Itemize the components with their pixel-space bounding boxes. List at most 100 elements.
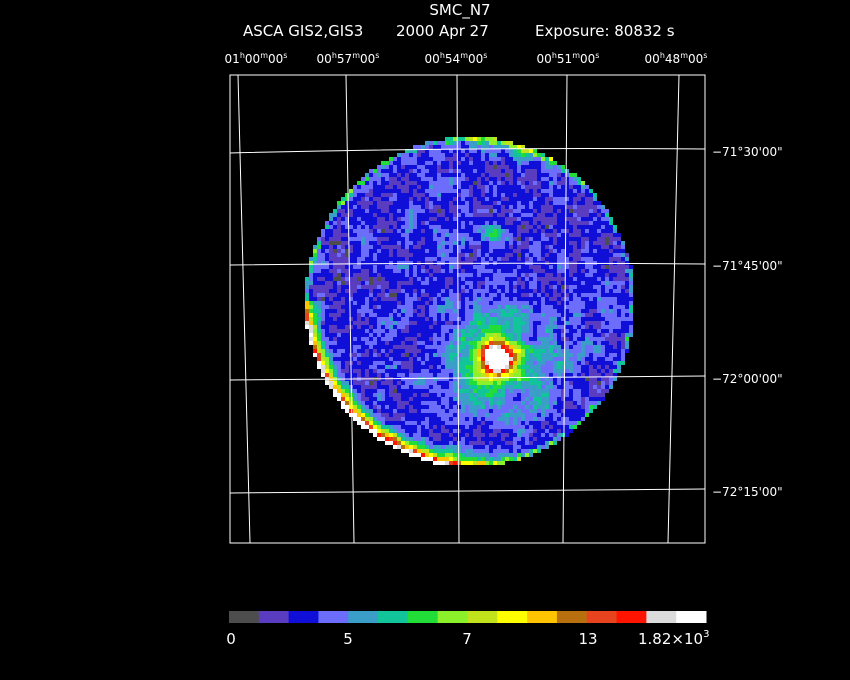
image-pixel (605, 309, 609, 313)
image-pixel (469, 161, 473, 165)
image-pixel (357, 253, 361, 257)
image-pixel (421, 297, 425, 301)
image-pixel (541, 349, 545, 353)
image-pixel (537, 189, 541, 193)
image-pixel (413, 385, 417, 389)
image-pixel (597, 277, 601, 281)
image-pixel (429, 317, 433, 321)
image-pixel (477, 173, 481, 177)
image-pixel (489, 257, 493, 261)
image-pixel (377, 325, 381, 329)
image-pixel (561, 309, 565, 313)
image-pixel (577, 217, 581, 221)
image-pixel (529, 249, 533, 253)
image-pixel (401, 157, 405, 161)
image-pixel (509, 341, 513, 345)
image-pixel (389, 345, 393, 349)
image-pixel (621, 349, 625, 353)
image-pixel (565, 197, 569, 201)
image-pixel (465, 157, 469, 161)
image-pixel (521, 145, 525, 149)
image-pixel (381, 417, 385, 421)
image-pixel (365, 289, 369, 293)
image-pixel (465, 201, 469, 205)
image-pixel (341, 217, 345, 221)
image-pixel (517, 241, 521, 245)
image-pixel (309, 333, 313, 337)
image-pixel (505, 213, 509, 217)
image-pixel (525, 397, 529, 401)
image-pixel (529, 293, 533, 297)
image-pixel (505, 293, 509, 297)
image-pixel (405, 321, 409, 325)
image-pixel (537, 205, 541, 209)
image-pixel (437, 165, 441, 169)
ra-label: 00h57m00s (317, 51, 380, 66)
image-pixel (441, 265, 445, 269)
image-pixel (365, 417, 369, 421)
image-pixel (485, 257, 489, 261)
image-pixel (401, 273, 405, 277)
image-pixel (421, 357, 425, 361)
image-pixel (373, 177, 377, 181)
image-pixel (365, 353, 369, 357)
image-pixel (369, 325, 373, 329)
image-pixel (417, 333, 421, 337)
image-pixel (377, 177, 381, 181)
image-pixel (497, 305, 501, 309)
image-pixel (473, 233, 477, 237)
image-pixel (425, 409, 429, 413)
image-pixel (341, 333, 345, 337)
image-pixel (369, 285, 373, 289)
image-pixel (509, 393, 513, 397)
image-pixel (377, 329, 381, 333)
image-pixel (541, 373, 545, 377)
image-pixel (373, 229, 377, 233)
image-pixel (553, 249, 557, 253)
image-pixel (369, 317, 373, 321)
image-pixel (597, 381, 601, 385)
image-pixel (477, 373, 481, 377)
image-pixel (557, 353, 561, 357)
image-pixel (549, 401, 553, 405)
image-pixel (541, 369, 545, 373)
image-pixel (357, 309, 361, 313)
image-pixel (533, 253, 537, 257)
image-pixel (445, 281, 449, 285)
image-pixel (381, 193, 385, 197)
image-pixel (365, 185, 369, 189)
image-pixel (521, 165, 525, 169)
image-pixel (457, 213, 461, 217)
image-pixel (349, 217, 353, 221)
image-pixel (417, 297, 421, 301)
image-pixel (413, 337, 417, 341)
image-pixel (517, 257, 521, 261)
image-pixel (481, 253, 485, 257)
image-pixel (509, 401, 513, 405)
image-pixel (469, 397, 473, 401)
image-pixel (361, 345, 365, 349)
image-pixel (541, 353, 545, 357)
image-pixel (441, 269, 445, 273)
image-pixel (561, 357, 565, 361)
image-pixel (569, 373, 573, 377)
image-pixel (545, 209, 549, 213)
image-pixel (357, 357, 361, 361)
image-pixel (581, 205, 585, 209)
image-pixel (381, 189, 385, 193)
image-pixel (517, 277, 521, 281)
image-pixel (505, 257, 509, 261)
image-pixel (437, 157, 441, 161)
image-pixel (397, 365, 401, 369)
image-pixel (497, 361, 501, 365)
image-pixel (529, 317, 533, 321)
ra-label: 00h51m00s (537, 51, 600, 66)
image-pixel (561, 333, 565, 337)
image-pixel (341, 289, 345, 293)
image-pixel (465, 337, 469, 341)
image-pixel (453, 333, 457, 337)
image-pixel (385, 221, 389, 225)
image-pixel (317, 357, 321, 361)
image-pixel (365, 345, 369, 349)
image-pixel (557, 281, 561, 285)
